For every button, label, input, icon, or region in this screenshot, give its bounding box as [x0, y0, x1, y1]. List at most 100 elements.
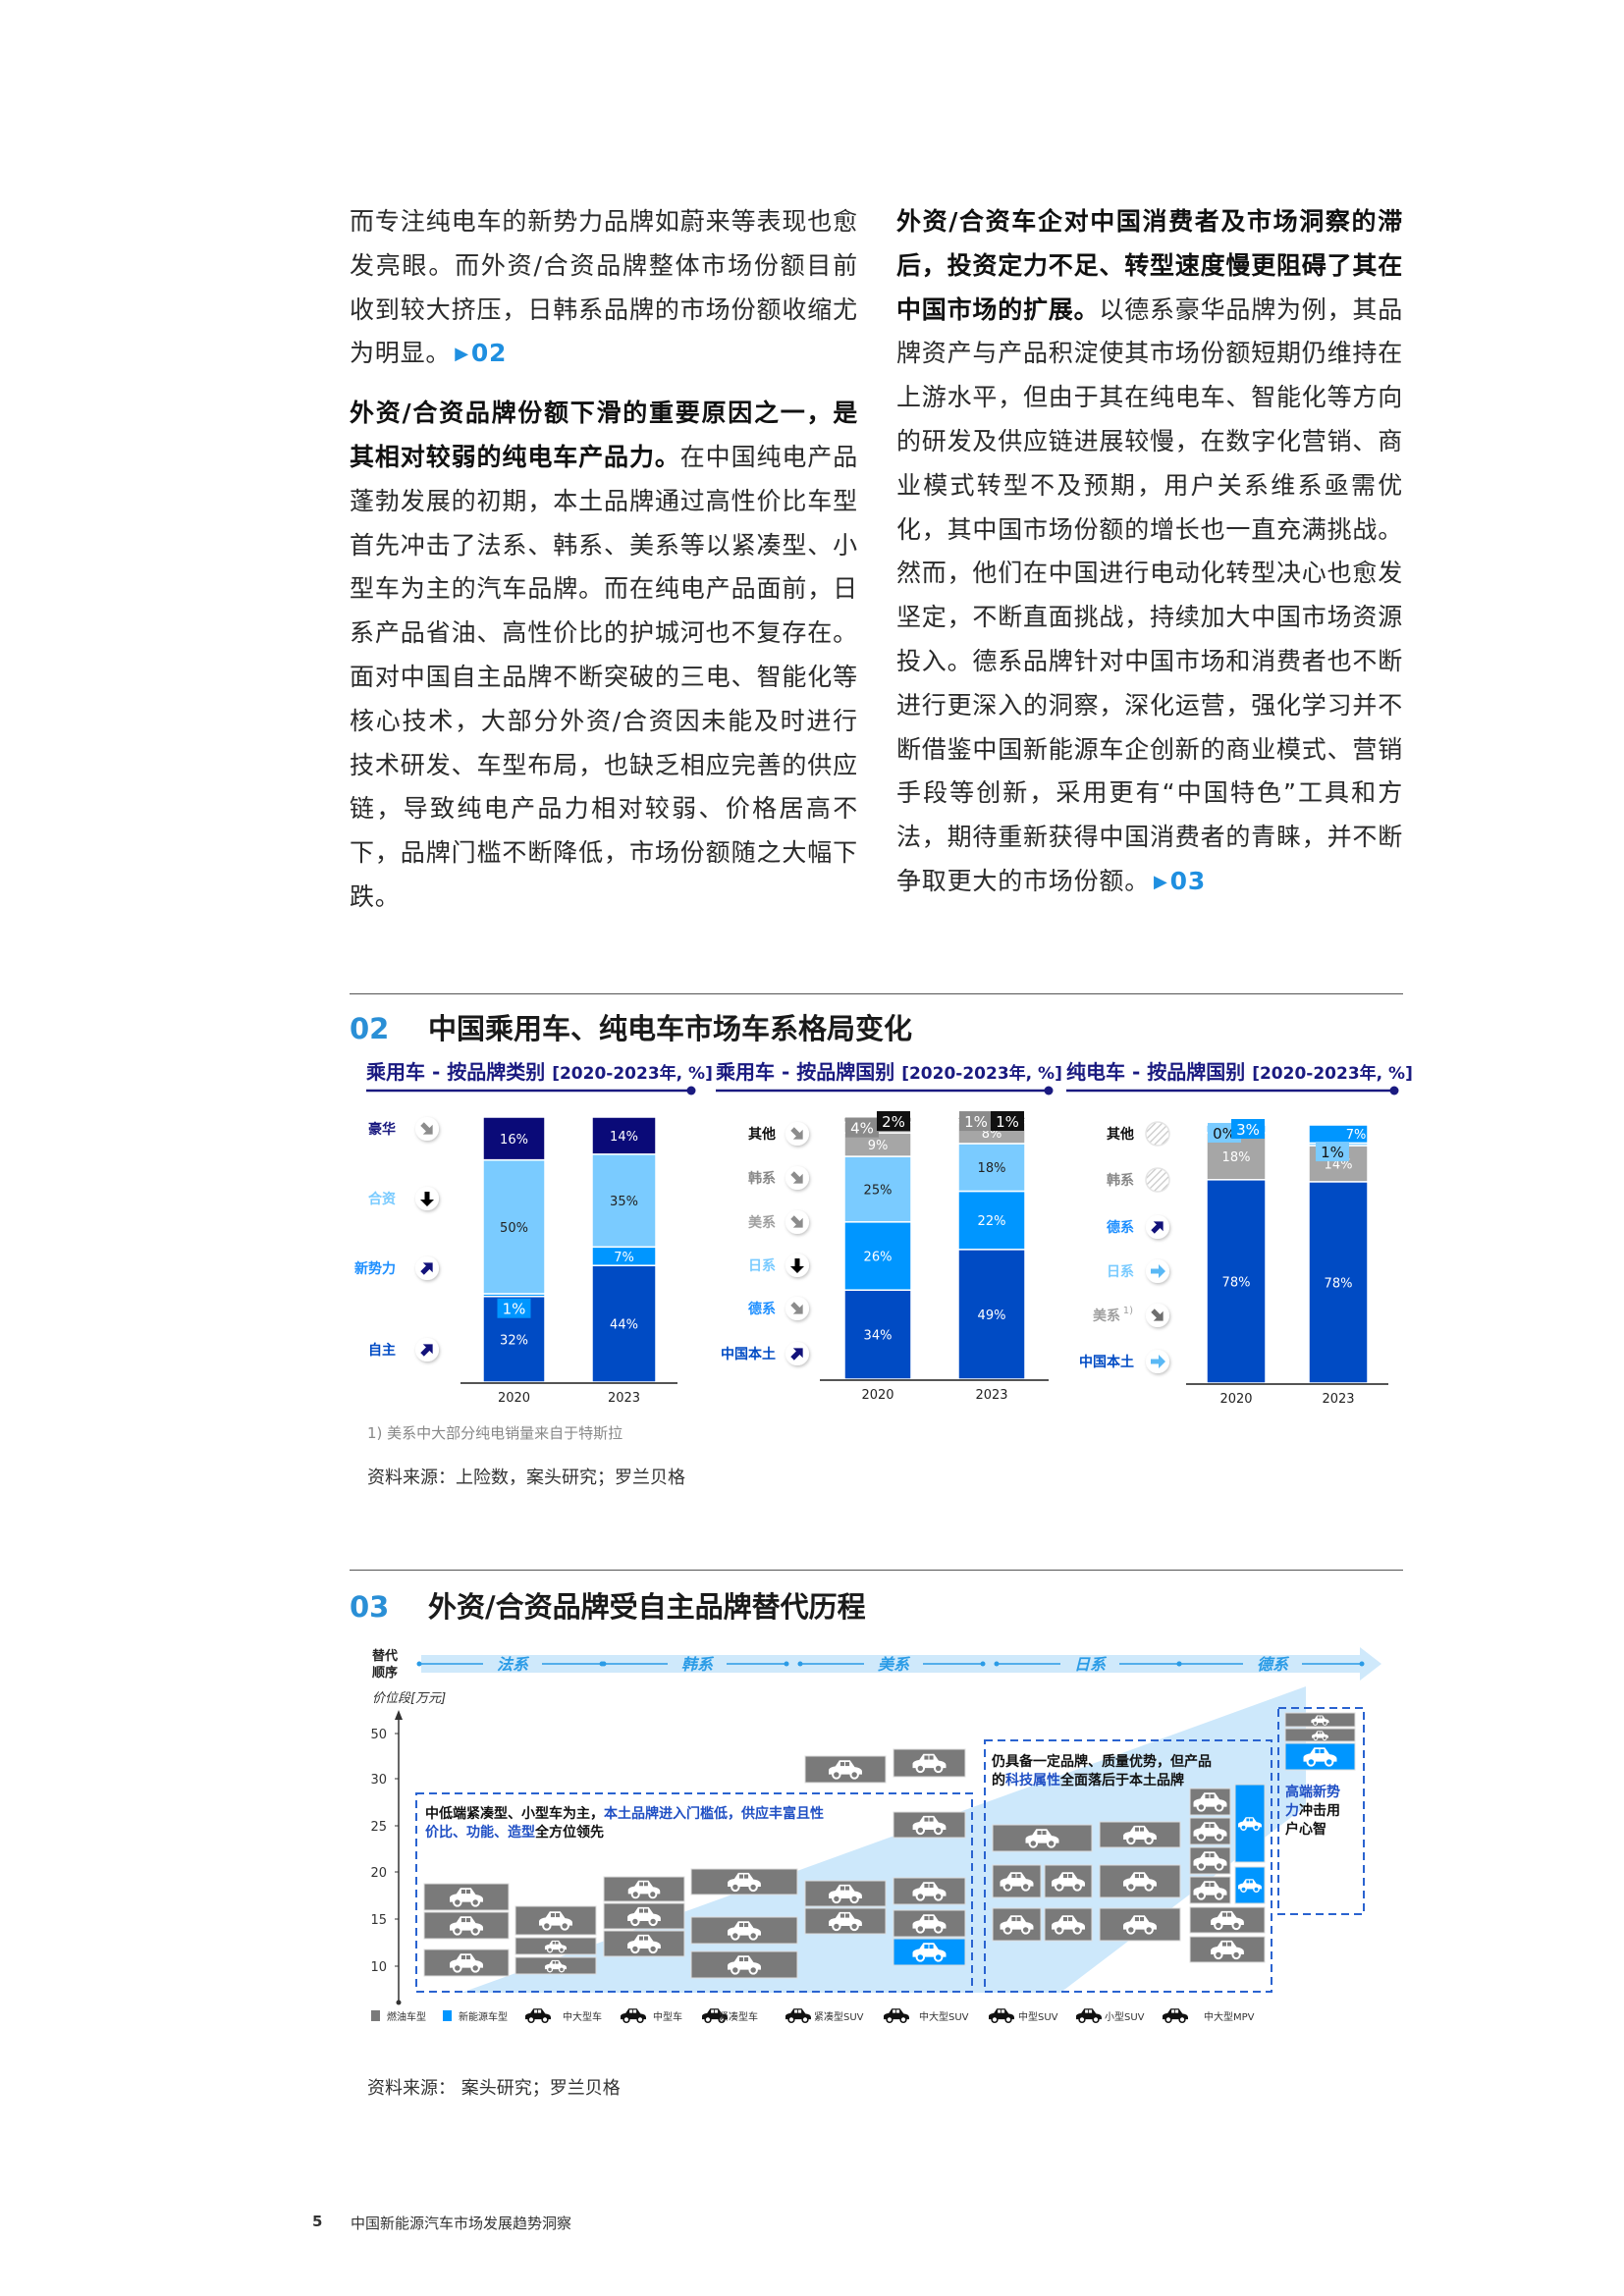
figure-ref-number: 02: [470, 339, 508, 368]
legend-label: 中大型车: [563, 2010, 602, 2023]
bar-value-label: 26%: [864, 1251, 893, 1265]
car-window: [744, 1957, 749, 1962]
bar-value-label: 16%: [500, 1133, 528, 1148]
order-dot: [601, 1661, 607, 1667]
car-icon: [728, 1955, 761, 1975]
car-icon: [1312, 1731, 1328, 1741]
order-dot: [784, 1661, 789, 1667]
legend-label: 美系: [1093, 1308, 1120, 1324]
x-tick-label: 2020: [498, 1391, 530, 1406]
small-value-box: [877, 1111, 910, 1131]
legend-label: 中大型MPV: [1204, 2010, 1255, 2023]
bar-value-label: 44%: [610, 1318, 638, 1333]
car-window: [929, 1817, 934, 1822]
bar-segment: [482, 1116, 546, 1161]
trend-down-icon: [785, 1254, 809, 1277]
car-wheel: [1240, 1886, 1247, 1893]
car-wheel: [1196, 1891, 1207, 1900]
legend-label: 新能源车型: [459, 2010, 508, 2023]
car-window: [1221, 1942, 1226, 1947]
car-wheel: [648, 1944, 658, 1954]
arrow-glyph: [1151, 1355, 1165, 1368]
car-icon: [1052, 1915, 1085, 1935]
car-window: [460, 1918, 465, 1923]
car-window: [744, 1874, 749, 1879]
car-window: [1171, 2009, 1175, 2013]
car-icon: [1238, 1817, 1262, 1831]
car-wheel: [470, 1926, 480, 1936]
paragraph-text: 而专注纯电车的新势力品牌如蔚来等表现也愈发亮眼。而外资/合资品牌整体市场份额目前…: [350, 207, 858, 368]
trend-hatched-icon: [1145, 1167, 1170, 1193]
arrow-glyph: [420, 1262, 433, 1275]
chart-title-main: 乘用车 - 按品牌国别: [716, 1060, 895, 1084]
segment-box-mid: [984, 1739, 1272, 1993]
car-wheel: [718, 2015, 726, 2024]
legend-footnote-marker: 1): [1123, 1306, 1133, 1316]
car-icon: [544, 1959, 568, 1973]
order-dot: [1176, 1661, 1182, 1667]
segment-box-low: [415, 1792, 973, 1993]
text-run: 户心智: [1285, 1821, 1326, 1838]
car-window: [556, 1941, 559, 1945]
bar-value-label: 14%: [1325, 1157, 1353, 1172]
y-tick-label: 30: [370, 1773, 387, 1788]
car-window: [644, 1882, 648, 1887]
car-wheel: [832, 1770, 841, 1780]
car-icon: [1076, 2008, 1102, 2024]
car-wheel: [648, 1916, 658, 1927]
car-icon: [1193, 1851, 1227, 1871]
car-wheel: [933, 1825, 944, 1836]
car-window: [460, 1955, 465, 1960]
car-icon: [627, 1934, 661, 1954]
text-run: 冲击用: [1299, 1802, 1340, 1819]
car-window: [538, 2009, 542, 2013]
car-icon: [912, 1753, 947, 1774]
legend-label: 紧凑型车: [719, 2010, 758, 2023]
car-wheel: [886, 2015, 893, 2024]
paragraph-bold-lead: 外资/合资品牌份额下滑的重要原因之一，是其相对较弱的纯电车产品力。: [350, 399, 858, 471]
small-value-box: [991, 1111, 1024, 1131]
car-window: [534, 2009, 538, 2013]
legend-label: 小型SUV: [1105, 2010, 1145, 2023]
car-icon: [1123, 1825, 1157, 1845]
car-window: [744, 1923, 749, 1928]
y-axis-label: 价位段[万元]: [372, 1690, 446, 1706]
arrow-glyph: [790, 1215, 803, 1228]
car-icon: [450, 1888, 483, 1907]
car-wheel: [1020, 1882, 1031, 1892]
chart-title-main: 乘用车 - 按品牌类别: [366, 1060, 546, 1084]
figure-ref-link[interactable]: ▶03: [1150, 867, 1206, 895]
underline-end-dot: [686, 1086, 696, 1095]
car-window: [1210, 1883, 1215, 1888]
car-wheel: [453, 1926, 462, 1936]
section-divider: [350, 993, 1403, 994]
text-run: 本土品牌进入门槛低，供应丰富且性: [604, 1805, 824, 1822]
car-window: [1140, 1917, 1145, 1922]
section-divider: [350, 1570, 1403, 1571]
car-window: [556, 1913, 561, 1918]
legend-label: 其他: [1107, 1126, 1134, 1143]
legend-label: 日系: [748, 1257, 776, 1274]
car-wheel: [933, 1763, 944, 1774]
car-window: [550, 1913, 555, 1918]
car-wheel: [1046, 1839, 1056, 1848]
source-note: 资料来源：上险数，案头研究；罗兰贝格: [367, 1468, 685, 1488]
car-wheel: [1002, 1882, 1013, 1892]
figure-ref-link[interactable]: ▶02: [451, 339, 507, 367]
legend-label: 日系: [1107, 1263, 1134, 1280]
car-window: [466, 1918, 471, 1923]
y-tick-label: 25: [370, 1820, 387, 1835]
figure-ref-number: 03: [1169, 866, 1207, 895]
car-icon: [1211, 1910, 1244, 1931]
y-axis-arrow-icon: [395, 1710, 403, 1720]
car-icon: [450, 1953, 483, 1973]
segment-box-high: [1277, 1707, 1365, 1915]
car-window: [1001, 2009, 1005, 2013]
car-window: [1210, 1853, 1215, 1858]
arrow-glyph: [790, 1258, 804, 1273]
bar-value-label: 0%: [1213, 1125, 1236, 1143]
car-wheel: [1214, 1920, 1223, 1931]
car-icon: [525, 2008, 551, 2024]
chart-title-unit: [2020-2023年, %]: [901, 1064, 1062, 1084]
car-window: [1140, 1874, 1145, 1879]
